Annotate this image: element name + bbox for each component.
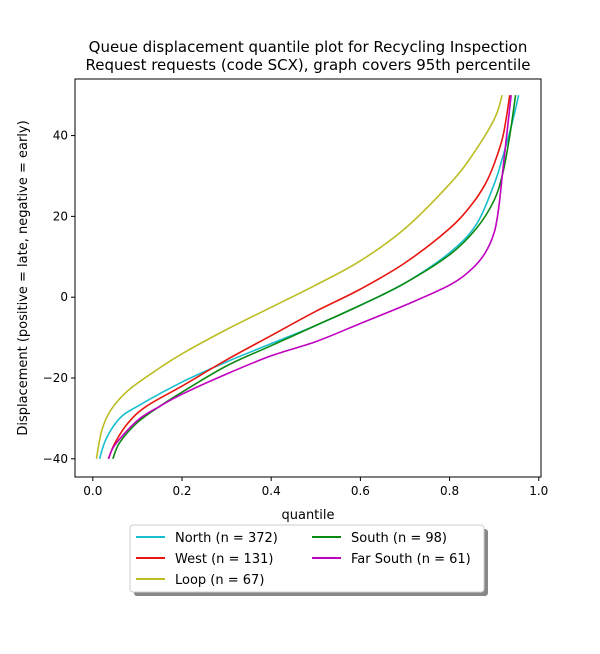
series-line-4 (107, 95, 512, 460)
x-axis: 0.0 0.2 0.4 0.6 0.8 1.0 (83, 477, 548, 498)
legend-items: North (n = 372) West (n = 131) Loop (n = 6… (136, 531, 471, 588)
legend-box (129, 524, 485, 593)
y-axis-label: Displacement (positive = late, negative … (16, 120, 31, 435)
chart-title-line-1: Queue displacement quantile plot for Rec… (89, 38, 528, 56)
x-tick-label: 0.6 (351, 484, 370, 498)
legend-label-0: North (n = 372) (175, 531, 278, 546)
y-tick-label: −20 (43, 371, 68, 385)
legend-label-1: West (n = 131) (175, 552, 273, 567)
chart-title-line-2: Request requests (code SCX), graph cover… (86, 56, 531, 74)
y-axis: −40 −20 0 20 40 (43, 129, 75, 466)
legend-label-4: Far South (n = 61) (351, 552, 471, 567)
series-layer (95, 94, 520, 460)
x-tick-label: 0.8 (440, 484, 459, 498)
x-tick-label: 0.2 (172, 484, 191, 498)
x-tick-label: 0.4 (262, 484, 281, 498)
y-tick-label: −40 (43, 452, 68, 466)
y-tick-label: 20 (53, 209, 68, 223)
series-line-1 (107, 95, 511, 460)
legend: North (n = 372) West (n = 131) Loop (n = 6… (129, 524, 488, 596)
plot-frame (74, 78, 542, 478)
legend-label-3: South (n = 98) (351, 531, 447, 546)
series-line-3 (112, 95, 517, 460)
x-axis-label: quantile (281, 508, 334, 523)
y-tick-label: 40 (53, 129, 68, 143)
x-tick-label: 0.0 (83, 484, 102, 498)
legend-label-2: Loop (n = 67) (175, 573, 264, 588)
plot-clip-area (95, 94, 520, 460)
series-line-2 (95, 94, 503, 459)
x-tick-label: 1.0 (529, 484, 548, 498)
y-tick-label: 0 (60, 290, 68, 304)
